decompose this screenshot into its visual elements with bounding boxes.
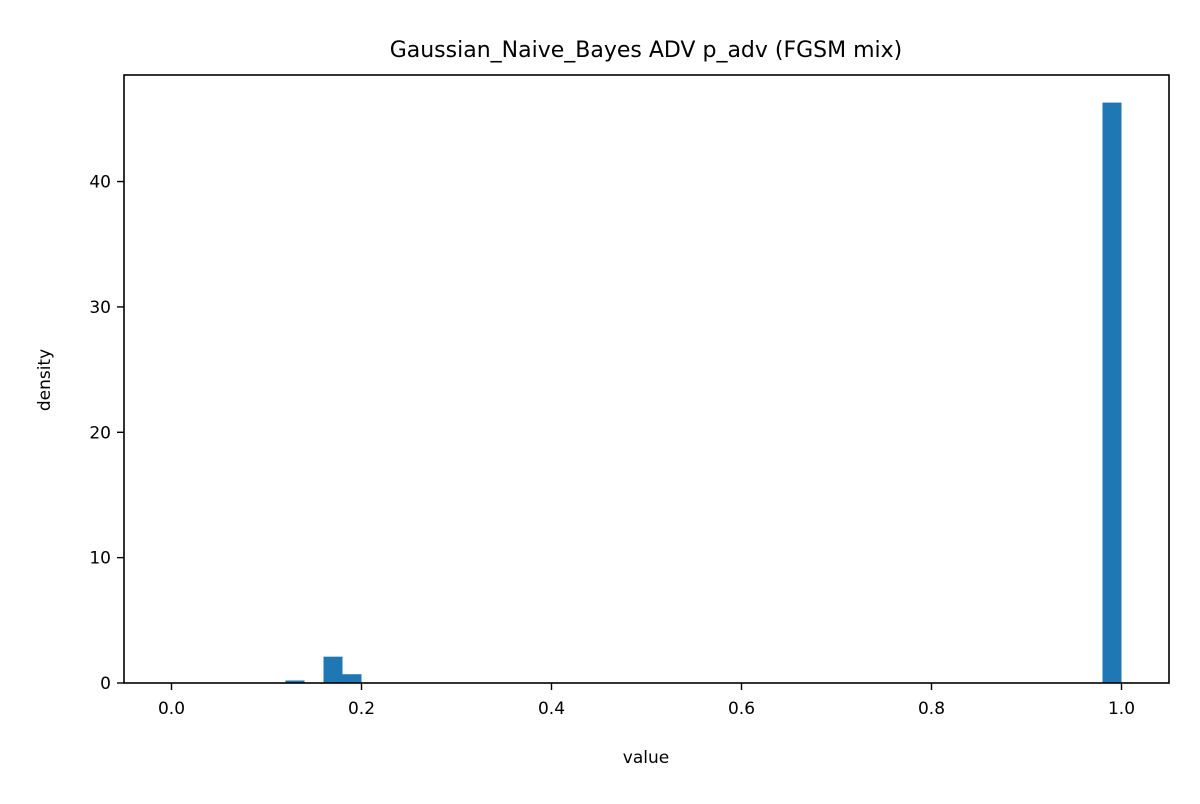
x-tick-label: 1.0 bbox=[1108, 699, 1135, 719]
histogram-bar-2 bbox=[342, 674, 362, 683]
x-tick-label: 0.8 bbox=[918, 699, 945, 719]
x-tick-label: 0.4 bbox=[538, 699, 565, 719]
chart-title: Gaussian_Naive_Bayes ADV p_adv (FGSM mix… bbox=[390, 38, 903, 63]
histogram-bar-3 bbox=[1102, 102, 1122, 683]
bars bbox=[285, 102, 1122, 683]
x-tick-label: 0.2 bbox=[348, 699, 375, 719]
x-axis-label: value bbox=[623, 748, 669, 768]
x-axis-ticks: 0.0 0.2 0.4 0.6 0.8 1.0 bbox=[158, 683, 1135, 719]
plot-frame bbox=[123, 74, 1170, 684]
y-axis-ticks: 0 10 20 30 40 bbox=[89, 173, 124, 694]
x-tick-label: 0.0 bbox=[158, 699, 185, 719]
histogram-bar-0 bbox=[285, 680, 305, 683]
histogram-bar-1 bbox=[323, 656, 343, 683]
y-tick-label: 20 bbox=[89, 423, 111, 443]
y-tick-label: 10 bbox=[89, 549, 111, 569]
x-tick-label: 0.6 bbox=[728, 699, 755, 719]
y-tick-label: 30 bbox=[89, 298, 111, 318]
y-tick-label: 40 bbox=[89, 173, 111, 193]
y-axis-label: density bbox=[35, 349, 55, 411]
y-tick-label: 0 bbox=[100, 674, 111, 694]
